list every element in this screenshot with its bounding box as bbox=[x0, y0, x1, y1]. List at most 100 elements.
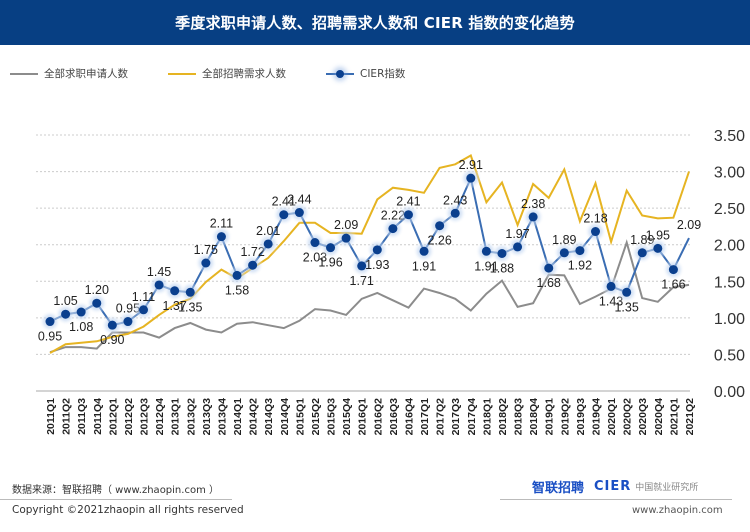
x-tick-label: 2019Q2 bbox=[559, 398, 571, 436]
legend-swatch-cier bbox=[326, 69, 354, 78]
y-tick-label: 3.50 bbox=[714, 128, 745, 145]
cier-data-label: 1.05 bbox=[53, 294, 77, 308]
x-tick-label: 2012Q2 bbox=[123, 398, 135, 436]
legend-item-cier: CIER指数 bbox=[326, 66, 405, 81]
x-tick-label: 2012Q4 bbox=[154, 398, 166, 436]
x-tick-label: 2017Q2 bbox=[435, 398, 447, 436]
cier-data-label: 2.18 bbox=[583, 212, 607, 226]
series-line-applicants bbox=[49, 239, 690, 354]
cier-marker bbox=[263, 239, 273, 249]
y-tick-label: 1.00 bbox=[714, 311, 745, 328]
y-tick-label: 0.50 bbox=[714, 347, 745, 364]
cier-marker bbox=[326, 243, 336, 253]
cier-marker bbox=[528, 212, 538, 222]
x-tick-label: 2015Q2 bbox=[310, 398, 322, 436]
cier-data-label: 1.97 bbox=[505, 227, 529, 241]
x-tick-label: 2015Q1 bbox=[294, 398, 306, 436]
y-axis-ticks: 0.00 0.50 1.00 1.50 2.00 2.50 3.00 3.50 bbox=[714, 128, 745, 401]
cier-data-label: 2.44 bbox=[287, 193, 311, 207]
chart-title: 季度求职申请人数、招聘需求人数和 CIER 指数的变化趋势 bbox=[175, 14, 575, 32]
cier-marker bbox=[92, 298, 102, 308]
legend-swatch-applicants bbox=[10, 72, 38, 75]
cier-marker bbox=[637, 248, 647, 258]
x-tick-label: 2019Q1 bbox=[544, 398, 556, 436]
x-tick-label: 2020Q3 bbox=[637, 398, 649, 436]
x-tick-label: 2017Q3 bbox=[450, 398, 462, 436]
cier-marker bbox=[497, 248, 507, 258]
cier-marker bbox=[341, 233, 351, 243]
cier-marker bbox=[154, 280, 164, 290]
cier-marker bbox=[559, 248, 569, 258]
cier-data-label: 1.35 bbox=[178, 300, 202, 314]
cier-logo: CIER bbox=[594, 479, 632, 494]
cier-marker bbox=[170, 286, 180, 296]
x-tick-label: 2019Q3 bbox=[575, 398, 587, 436]
x-tick-label: 2019Q4 bbox=[590, 398, 602, 436]
cier-data-label: 1.35 bbox=[614, 300, 638, 314]
x-tick-label: 2017Q1 bbox=[419, 398, 431, 436]
legend-item-applicants: 全部求职申请人数 bbox=[10, 66, 128, 81]
y-tick-label: 0.00 bbox=[714, 384, 745, 401]
x-tick-label: 2011Q3 bbox=[76, 398, 88, 435]
cier-marker bbox=[45, 317, 55, 327]
x-tick-label: 2011Q1 bbox=[45, 398, 57, 435]
cier-data-label: 1.92 bbox=[568, 259, 592, 273]
copyright: Copyright ©2021zhaopin all rights reserv… bbox=[12, 504, 244, 516]
series-line-demand bbox=[49, 154, 690, 354]
x-tick-label: 2018Q2 bbox=[497, 398, 509, 436]
legend: 全部求职申请人数 全部招聘需求人数 CIER指数 bbox=[10, 66, 445, 81]
cier-data-label: 1.11 bbox=[132, 290, 155, 304]
x-tick-label: 2016Q3 bbox=[388, 398, 400, 436]
x-tick-label: 2015Q4 bbox=[341, 398, 353, 436]
x-tick-label: 2012Q3 bbox=[139, 398, 151, 436]
cier-data-label: 2.01 bbox=[256, 224, 280, 238]
cier-data-label: 2.41 bbox=[272, 195, 296, 209]
cier-marker bbox=[372, 245, 382, 255]
footer-divider bbox=[0, 499, 232, 500]
legend-item-demand: 全部招聘需求人数 bbox=[168, 66, 286, 81]
cier-marker bbox=[419, 246, 429, 256]
x-tick-label: 2016Q2 bbox=[372, 398, 384, 436]
cier-marker bbox=[575, 246, 585, 256]
cier-data-label: 1.91 bbox=[412, 259, 436, 273]
cier-data-label: 2.26 bbox=[427, 234, 451, 248]
cier-data-label: 1.89 bbox=[552, 233, 576, 247]
logo-area: 智联招聘 CIER 中国就业研究所 bbox=[532, 477, 698, 496]
x-tick-label: 2014Q3 bbox=[263, 398, 275, 436]
cier-data-label: 1.37 bbox=[163, 299, 187, 313]
cier-marker bbox=[450, 208, 460, 218]
y-tick-label: 3.00 bbox=[714, 165, 745, 182]
x-tick-label: 2020Q2 bbox=[622, 398, 634, 436]
cier-data-label: 2.09 bbox=[677, 218, 701, 232]
cier-marker bbox=[185, 287, 195, 297]
zhaopin-url: www.zhaopin.com bbox=[632, 505, 723, 516]
cier-data-label: 1.93 bbox=[365, 258, 389, 272]
x-tick-label: 2018Q1 bbox=[481, 398, 493, 436]
cier-data-label: 1.88 bbox=[490, 261, 514, 275]
legend-swatch-demand bbox=[168, 72, 196, 75]
cier-marker bbox=[232, 270, 242, 280]
cier-data-label: 2.41 bbox=[396, 195, 420, 209]
cier-data-label: 1.91 bbox=[474, 259, 498, 273]
footer-divider-right bbox=[500, 499, 732, 500]
x-tick-label: 2013Q2 bbox=[185, 398, 197, 436]
cier-marker bbox=[466, 173, 476, 183]
cier-marker bbox=[123, 317, 133, 327]
cier-logo-text: 中国就业研究所 bbox=[635, 483, 699, 493]
cier-marker bbox=[279, 210, 289, 220]
chart-title-banner: 季度求职申请人数、招聘需求人数和 CIER 指数的变化趋势 bbox=[0, 0, 750, 45]
x-tick-label: 2015Q3 bbox=[326, 398, 338, 436]
x-tick-label: 2012Q1 bbox=[107, 398, 119, 436]
cier-marker bbox=[201, 258, 211, 268]
cier-marker bbox=[357, 261, 367, 271]
cier-data-label: 2.43 bbox=[443, 193, 467, 207]
cier-marker bbox=[590, 227, 600, 237]
x-axis-ticks: 2011Q1 2011Q2 2011Q3 2011Q4 2012Q1 2012Q2 2012… bbox=[45, 398, 696, 436]
x-tick-label: 2011Q4 bbox=[92, 398, 104, 435]
cier-data-label: 1.20 bbox=[85, 283, 109, 297]
x-tick-label: 2020Q4 bbox=[653, 398, 665, 436]
cier-data-label: 2.09 bbox=[334, 218, 358, 232]
x-tick-label: 2014Q1 bbox=[232, 398, 244, 436]
legend-label-cier: CIER指数 bbox=[360, 68, 406, 80]
x-tick-label: 2013Q4 bbox=[216, 398, 228, 436]
